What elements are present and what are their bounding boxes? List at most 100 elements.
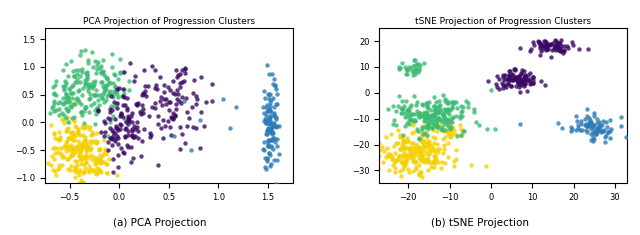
Point (511, 77, 521, 81)
Point (43, 161, 53, 165)
Point (371, 151, 381, 155)
Point (188, 125, 198, 129)
Point (155, 75, 165, 79)
Point (61, 116, 71, 120)
Point (84, 84, 94, 88)
Point (63, 157, 73, 161)
Point (102, 172, 112, 175)
Point (422, 116, 433, 120)
Point (99, 74, 109, 77)
Point (439, 147, 449, 151)
Point (428, 165, 438, 168)
Point (442, 141, 452, 145)
Point (418, 159, 428, 163)
Point (430, 112, 440, 116)
Point (426, 113, 436, 117)
Point (115, 70, 125, 74)
Point (74, 144, 84, 148)
Point (419, 139, 429, 143)
Point (562, 45, 572, 48)
Point (437, 125, 447, 129)
Point (90, 59, 100, 63)
Point (89, 82, 99, 86)
Point (102, 186, 112, 189)
Point (438, 117, 448, 121)
Point (466, 163, 476, 166)
Point (79, 110, 89, 113)
Point (583, 47, 593, 51)
Point (129, 135, 140, 139)
Point (113, 95, 123, 99)
Point (394, 67, 404, 70)
Point (422, 122, 432, 125)
Point (269, 158, 279, 162)
Point (56, 163, 67, 167)
Point (116, 111, 126, 115)
Point (84, 125, 95, 129)
Point (447, 105, 457, 109)
Point (367, 153, 378, 157)
Point (438, 113, 449, 117)
Point (112, 88, 122, 92)
Point (549, 44, 559, 48)
Point (431, 120, 441, 124)
Point (49, 91, 60, 95)
Point (65, 91, 76, 95)
Point (445, 122, 455, 126)
Point (434, 116, 444, 120)
Point (413, 68, 424, 72)
Point (416, 139, 426, 143)
Point (433, 125, 444, 128)
Point (503, 77, 513, 81)
Point (598, 119, 608, 122)
Point (81, 142, 92, 146)
Point (76, 156, 86, 160)
Point (73, 89, 83, 93)
Point (102, 84, 113, 87)
Point (175, 72, 185, 76)
Point (372, 140, 383, 144)
Point (260, 121, 271, 125)
Point (520, 74, 530, 78)
Point (68, 118, 79, 121)
Point (408, 151, 419, 155)
Point (422, 128, 432, 132)
Point (73, 130, 83, 134)
Point (589, 137, 599, 141)
Point (144, 114, 154, 118)
Point (421, 158, 431, 162)
Point (438, 112, 448, 116)
Point (597, 123, 607, 127)
Point (407, 157, 417, 160)
Point (71, 97, 81, 101)
Point (515, 83, 525, 86)
Point (577, 128, 588, 132)
Point (83, 144, 93, 148)
Point (397, 145, 407, 148)
Point (430, 157, 440, 161)
Point (68, 91, 78, 95)
Point (423, 118, 433, 122)
Point (109, 84, 120, 88)
Point (402, 72, 412, 76)
Point (118, 104, 128, 107)
Point (65, 148, 75, 151)
Point (405, 141, 415, 145)
Point (533, 39, 543, 43)
Point (102, 140, 113, 144)
Point (170, 107, 180, 111)
Point (179, 99, 189, 103)
Point (158, 118, 168, 122)
Point (68, 70, 78, 73)
Point (511, 79, 522, 82)
Point (508, 73, 518, 77)
Point (408, 112, 419, 116)
Point (95, 169, 105, 173)
Point (81, 81, 91, 84)
Point (264, 97, 275, 100)
Point (597, 129, 607, 133)
Point (410, 153, 420, 157)
Point (83, 110, 93, 114)
Point (86, 153, 96, 157)
Point (415, 63, 426, 67)
